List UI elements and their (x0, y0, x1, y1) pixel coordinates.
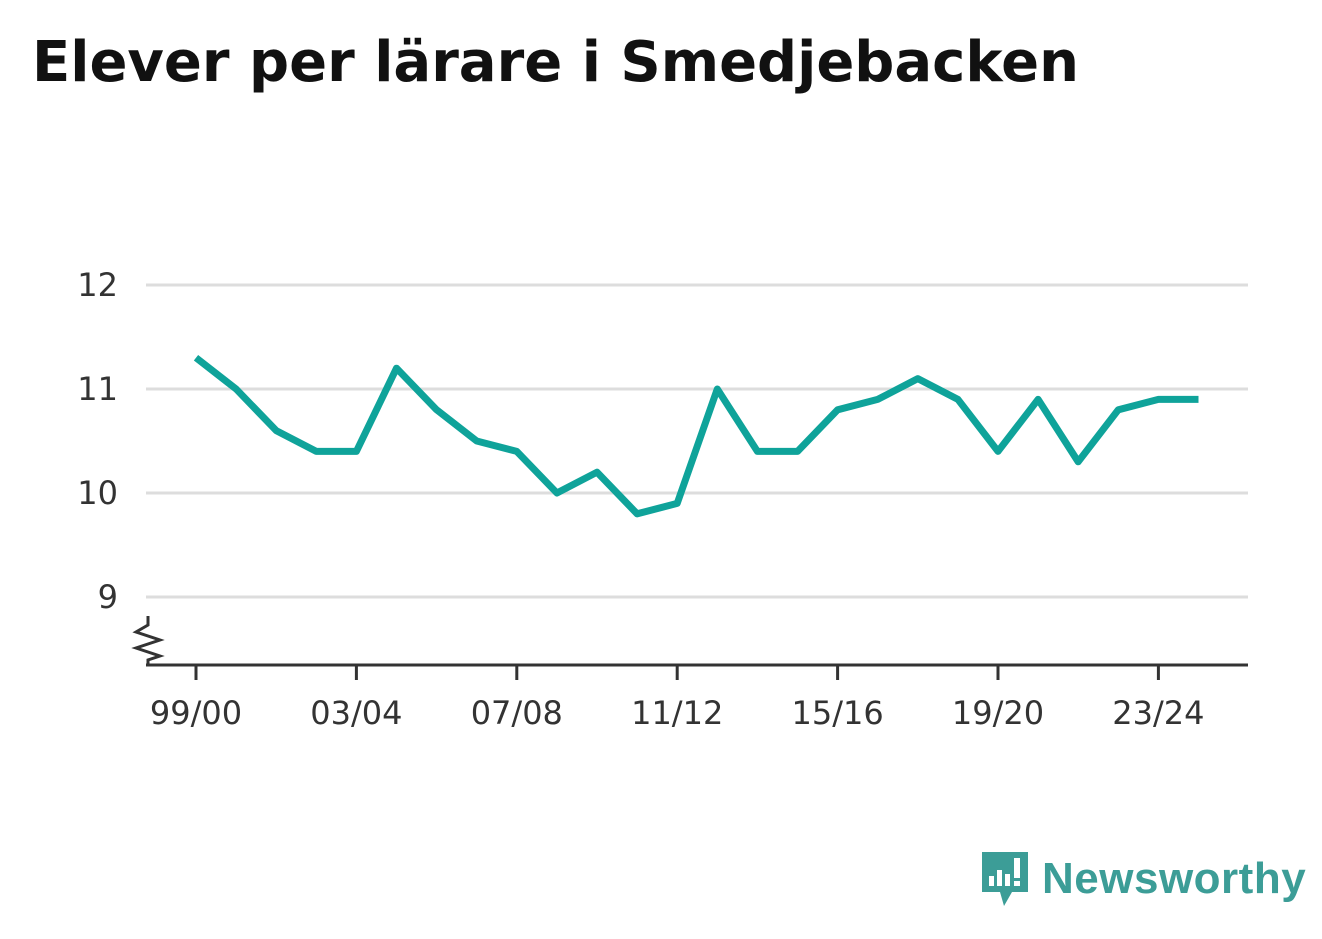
chart-title: Elever per lärare i Smedjebacken (32, 30, 1079, 95)
brand-logo: Newsworthy (980, 848, 1306, 910)
brand-name: Newsworthy (1042, 854, 1307, 903)
series-line (193, 355, 1199, 518)
y-tick-label: 12 (77, 266, 118, 304)
x-tick-label: 23/24 (1112, 694, 1204, 732)
x-tick-label: 03/04 (310, 694, 402, 732)
y-tick-label: 10 (77, 474, 118, 512)
x-tick-label: 99/00 (150, 694, 242, 732)
x-axis-ticks: 99/00 03/04 07/08 11/12 15/16 19/20 23/24 (150, 665, 1205, 732)
axis-break-icon (131, 616, 165, 665)
y-axis-ticks: 9 10 11 12 (77, 266, 118, 616)
newsworthy-logo-icon (982, 852, 1028, 906)
x-tick-label: 07/08 (471, 694, 563, 732)
x-tick-label: 11/12 (631, 694, 723, 732)
grid-lines (146, 283, 1248, 599)
y-tick-label: 9 (98, 578, 118, 616)
x-tick-label: 15/16 (791, 694, 883, 732)
y-tick-label: 11 (77, 370, 118, 408)
x-tick-label: 19/20 (952, 694, 1044, 732)
